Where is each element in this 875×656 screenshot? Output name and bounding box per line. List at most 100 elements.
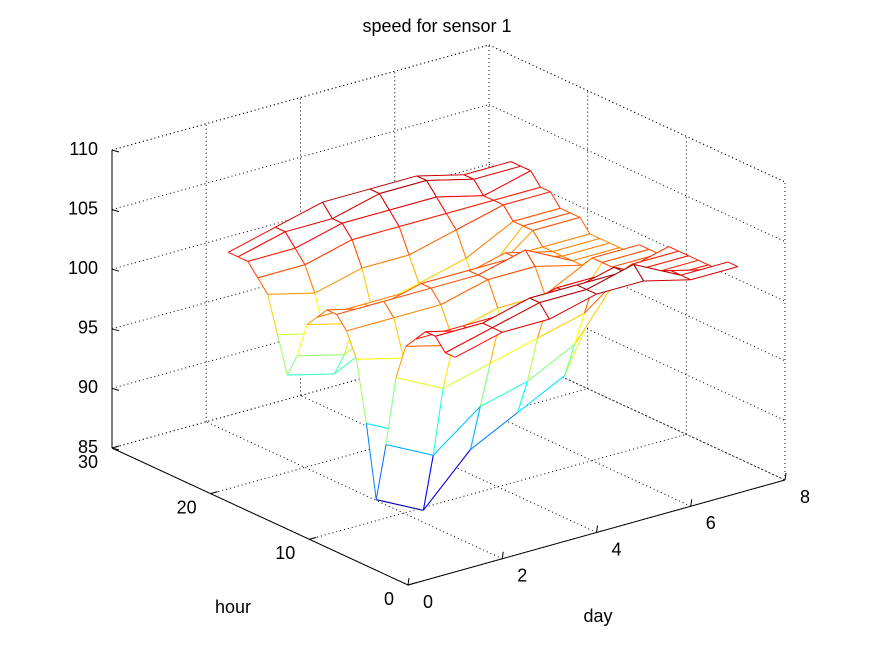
mesh-edge (586, 289, 597, 295)
mesh-edge (477, 249, 526, 276)
mesh-edge (316, 309, 328, 318)
mesh-edge (304, 264, 316, 294)
mesh-face (379, 180, 437, 211)
mesh-face (621, 246, 679, 272)
mesh-edge (351, 226, 400, 241)
mesh-edge (416, 175, 427, 181)
mesh-edge (454, 331, 503, 358)
mesh-face (611, 246, 669, 272)
mesh-face (361, 255, 419, 309)
mesh-face (661, 264, 719, 278)
mesh-edge (517, 381, 528, 413)
mesh-edge (332, 218, 343, 224)
mesh-edge (294, 222, 343, 249)
mesh-edge (346, 317, 394, 332)
mesh-edge (522, 212, 571, 227)
mesh-edge (503, 191, 551, 206)
mesh-edge (562, 242, 610, 257)
mesh-edge (322, 201, 333, 219)
mesh-edge (530, 170, 541, 188)
mesh-face (423, 406, 481, 511)
mesh-edge (532, 216, 581, 232)
mesh-edge (483, 170, 531, 197)
mesh-edge (487, 279, 499, 309)
z-tick-label: 105 (68, 198, 98, 218)
mesh-edge (361, 268, 373, 309)
mesh-face (409, 229, 467, 284)
mesh-edge (591, 244, 640, 259)
mesh-face (482, 298, 540, 328)
mesh-face (416, 174, 474, 181)
mesh-edge (540, 186, 551, 193)
mesh-face (342, 210, 400, 240)
mesh-edge (351, 239, 363, 269)
mesh-face (399, 213, 457, 256)
mesh-edge (480, 380, 528, 407)
mesh-edge (285, 218, 333, 233)
mesh-edge (492, 327, 503, 333)
mesh-edge (493, 199, 504, 206)
mesh-edge (356, 357, 404, 360)
mesh-edge (549, 293, 597, 320)
mesh-edge (434, 336, 446, 354)
mesh-edge (641, 255, 689, 270)
z-tick (111, 387, 120, 391)
x-tick (596, 525, 598, 533)
mesh-face (493, 187, 551, 205)
mesh-edge (534, 266, 546, 296)
mesh-face (346, 317, 404, 360)
mesh-face (383, 288, 441, 318)
mesh-edge (420, 270, 469, 285)
mesh-edge (463, 174, 474, 180)
mesh-edge (470, 412, 518, 450)
mesh-edge (435, 196, 447, 214)
mesh-edge (426, 178, 474, 182)
mesh-face (470, 381, 528, 450)
mesh-edge (379, 193, 390, 211)
mesh-face (421, 270, 479, 289)
mesh-edge (463, 161, 512, 176)
mesh-edge (535, 264, 583, 268)
mesh-edge (383, 287, 432, 302)
mesh-edge (492, 302, 540, 329)
mesh-edge (422, 449, 471, 511)
z-tick-label: 100 (68, 258, 98, 278)
mesh-edge (334, 354, 345, 375)
mesh-face (336, 301, 394, 331)
mesh-face (586, 264, 644, 295)
mesh-edge (542, 233, 591, 248)
mesh-edge (422, 455, 434, 511)
mesh-face (425, 323, 483, 337)
y-tick (111, 445, 120, 449)
mesh-face (478, 250, 536, 280)
mesh-face (316, 304, 374, 318)
mesh-edge (398, 226, 410, 256)
mesh-edge (275, 226, 286, 233)
z-tick (111, 328, 120, 332)
mesh-face (285, 218, 343, 249)
mesh-face (492, 302, 550, 333)
mesh-face (495, 247, 553, 261)
y-axis-label: hour (215, 597, 251, 617)
mesh-edge (482, 322, 493, 329)
z-tick (111, 268, 120, 272)
mesh-edge (589, 233, 600, 239)
chart-title: speed for sensor 1 (362, 16, 511, 36)
mesh-edge (420, 283, 432, 289)
mesh-face (287, 354, 345, 376)
mesh-edge (257, 277, 269, 295)
z-tick (111, 149, 120, 153)
mesh-edge (473, 165, 521, 180)
mesh-edge (376, 499, 424, 511)
mesh-edge (247, 261, 259, 279)
mesh-edge (297, 354, 345, 357)
mesh-edge (286, 355, 298, 376)
mesh-edge (572, 260, 583, 266)
z-tick (111, 209, 120, 213)
mesh-edge (304, 239, 353, 266)
mesh-face (369, 175, 427, 194)
mesh-edge (393, 317, 405, 359)
mesh-edge (524, 249, 536, 267)
mesh-edge (408, 229, 457, 256)
